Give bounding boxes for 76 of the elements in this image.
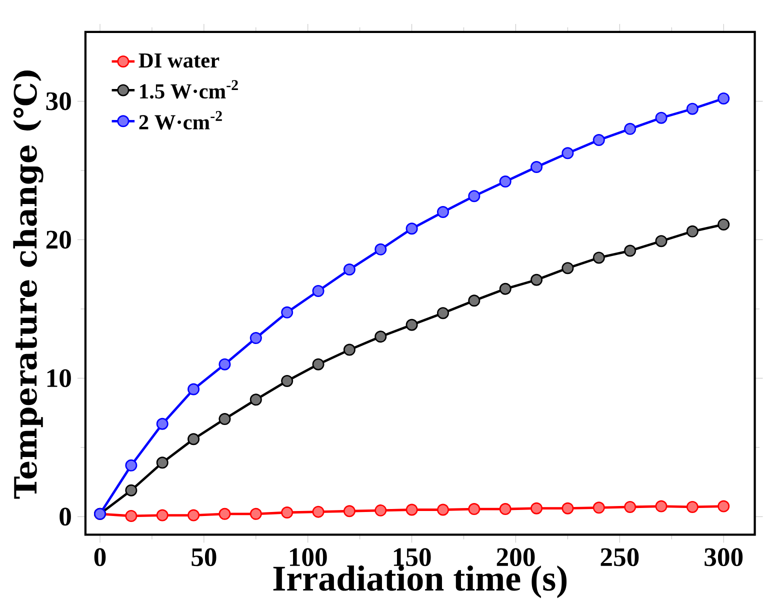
x-tick-label: 150 [394, 548, 431, 566]
point [530, 161, 543, 174]
point [468, 294, 480, 307]
point [718, 500, 730, 512]
point [562, 502, 574, 514]
point [499, 176, 512, 188]
point [156, 456, 168, 469]
point [436, 504, 449, 516]
point [188, 509, 200, 522]
y-tick-label: 10 [47, 369, 71, 388]
x-axis-title: Irradiation time (s) [273, 565, 567, 598]
point [499, 282, 512, 295]
point [655, 112, 668, 124]
point [468, 190, 480, 202]
point [406, 222, 418, 235]
point [655, 235, 668, 248]
point [125, 459, 138, 472]
point [281, 374, 294, 387]
point [125, 510, 138, 522]
y-tick-label: 30 [46, 92, 71, 110]
point [312, 284, 324, 297]
point [312, 358, 324, 370]
point [436, 307, 449, 320]
point [686, 225, 698, 238]
point [156, 418, 168, 430]
x-tick-label: 300 [704, 548, 743, 566]
point [718, 92, 730, 104]
point [686, 500, 698, 513]
point [281, 506, 294, 519]
legend-label: 1.5 W·cm$^{-2}$ [140, 80, 238, 99]
point [125, 484, 138, 496]
point [406, 504, 418, 516]
point [156, 509, 168, 522]
point [718, 218, 730, 230]
point [686, 102, 698, 115]
point [562, 262, 574, 274]
point [250, 332, 262, 344]
y-tick-label: 20 [46, 230, 71, 249]
y-tick-label: 0 [60, 508, 71, 526]
point [530, 502, 543, 514]
point [592, 502, 605, 514]
point [406, 318, 418, 331]
point [624, 122, 636, 135]
x-tick-label: 100 [290, 548, 327, 566]
point [624, 244, 636, 257]
point [188, 383, 200, 396]
point [250, 394, 262, 406]
point [374, 504, 387, 516]
point [530, 274, 543, 286]
point [343, 263, 356, 276]
legend-label: DI water [138, 53, 220, 68]
x-tick-label: 250 [600, 548, 639, 566]
point [374, 243, 387, 256]
point [188, 433, 200, 446]
legend-label: 2 W·cm$^{-2}$ [139, 111, 222, 130]
point [624, 500, 636, 513]
point [218, 358, 231, 370]
x-tick-label: 0 [94, 548, 106, 566]
point [343, 505, 356, 518]
point [436, 206, 449, 218]
point [499, 503, 512, 516]
point [562, 147, 574, 160]
point [250, 508, 262, 520]
point [218, 508, 231, 520]
point [281, 306, 294, 318]
point [592, 252, 605, 264]
point [312, 506, 324, 518]
point [468, 503, 480, 516]
point [374, 330, 387, 343]
x-tick-label: 200 [496, 548, 535, 566]
x-tick-label: 50 [192, 548, 216, 566]
point [218, 413, 231, 426]
point [655, 500, 668, 512]
point [592, 134, 605, 146]
point [343, 344, 356, 356]
y-axis-title: Temperature change (℃) [13, 70, 44, 499]
